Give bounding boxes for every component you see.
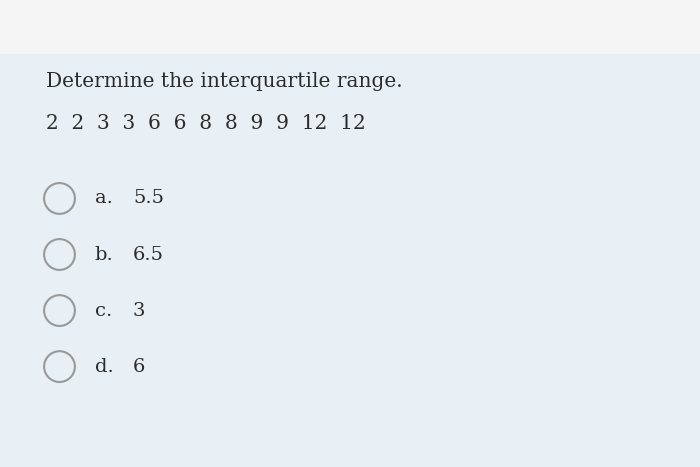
Text: Determine the interquartile range.: Determine the interquartile range. [46,72,402,92]
Text: 2  2  3  3  6  6  8  8  9  9  12  12: 2 2 3 3 6 6 8 8 9 9 12 12 [46,114,365,134]
Text: c.: c. [94,302,112,319]
Text: 6.5: 6.5 [133,246,164,263]
FancyBboxPatch shape [0,0,700,54]
Text: a.: a. [94,190,113,207]
Text: d.: d. [94,358,113,375]
Text: b.: b. [94,246,113,263]
Text: 3: 3 [133,302,146,319]
Text: 5.5: 5.5 [133,190,164,207]
Text: 6: 6 [133,358,146,375]
